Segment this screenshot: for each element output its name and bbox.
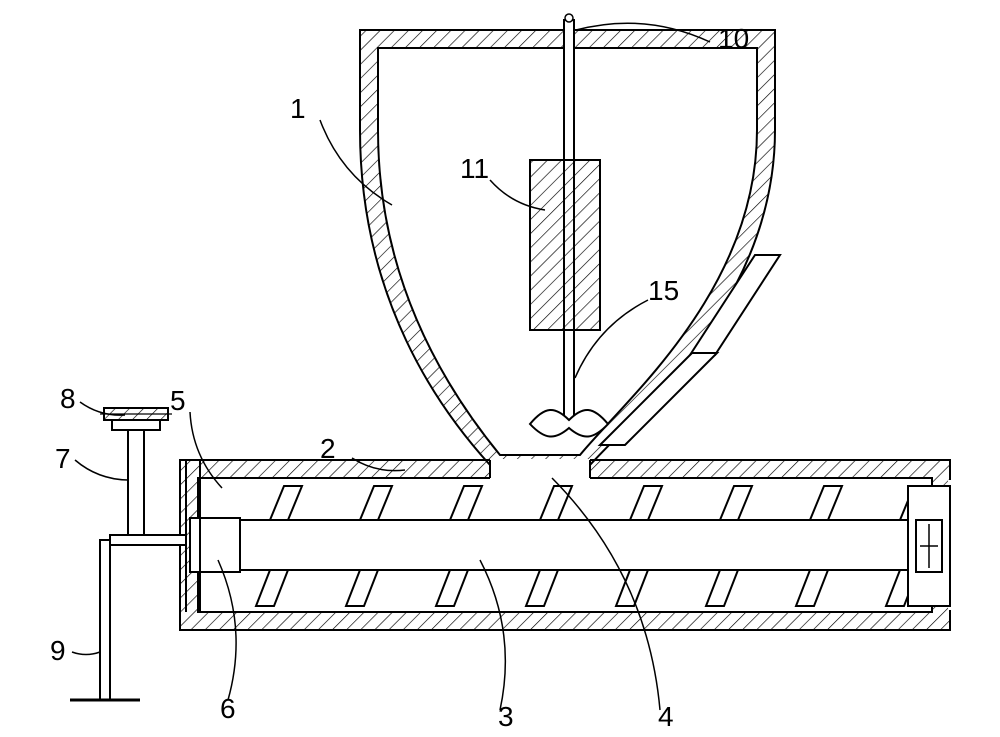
agitator-tip xyxy=(565,14,573,22)
label-15: 15 xyxy=(648,275,679,306)
label-3: 3 xyxy=(498,701,514,732)
label-2: 2 xyxy=(320,433,336,464)
barrel-inlet-gap xyxy=(490,459,590,479)
label-9: 9 xyxy=(50,635,66,666)
label-11: 11 xyxy=(460,153,489,184)
bolt-stem xyxy=(128,428,144,535)
leader-9 xyxy=(72,652,100,655)
label-7: 7 xyxy=(55,443,71,474)
label-4: 4 xyxy=(658,701,674,732)
label-10: 10 xyxy=(718,23,749,54)
bolt-head xyxy=(112,420,160,430)
screw-shaft xyxy=(210,520,950,570)
label-5: 5 xyxy=(170,385,186,416)
drive-block xyxy=(190,518,240,572)
label-1: 1 xyxy=(290,93,306,124)
label-6: 6 xyxy=(220,693,236,724)
agitator-block xyxy=(530,160,600,330)
stand-post xyxy=(100,540,110,700)
stand-arm xyxy=(110,535,186,545)
leader-7 xyxy=(75,460,128,480)
label-8: 8 xyxy=(60,383,76,414)
